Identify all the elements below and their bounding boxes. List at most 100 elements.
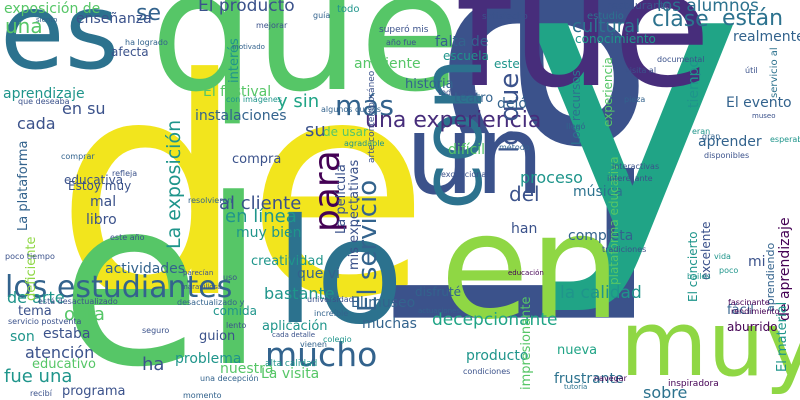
- word-al-cliente: al cliente: [219, 193, 302, 214]
- word-los-estudiantes: los estudiantes: [5, 270, 233, 305]
- word-cada-detalle: cada detalle: [272, 331, 316, 339]
- word-superó-mis: superó mis: [379, 25, 429, 35]
- word-ha: ha: [142, 354, 165, 375]
- word-lento: lento: [226, 321, 247, 330]
- word-producto: producto: [466, 348, 529, 364]
- word-fue-una: fue una: [4, 366, 73, 387]
- word-actuaciones: actuaciones: [418, 307, 461, 315]
- word-más: más: [335, 89, 395, 122]
- word-una-experiencia: una experiencia: [365, 108, 542, 133]
- word-la-plataforma: La plataforma: [16, 140, 31, 231]
- word-alta-calidad: alta calidad: [265, 359, 318, 369]
- word-guion: guion: [199, 329, 236, 344]
- word-libro: libro: [86, 212, 117, 228]
- word-servicio-al: servicio al: [769, 47, 780, 98]
- word-el-festival: El festival: [203, 84, 272, 100]
- word-gran: gran: [702, 132, 721, 141]
- word-la-calidad: la calidad: [560, 283, 642, 303]
- word-universidad: universidad: [307, 295, 354, 304]
- word-exposición-de: exposición de: [4, 1, 101, 17]
- word-disponibles: disponibles: [704, 151, 750, 160]
- word-estaba: estaba: [43, 326, 91, 342]
- word-increíble: increíble: [314, 309, 349, 318]
- word-resolvieron: resolvieron: [188, 196, 233, 205]
- word-cada: cada: [17, 114, 56, 133]
- word-momento: momento: [183, 391, 222, 400]
- word-que-vi: que vi: [297, 266, 340, 282]
- word-programa: programa: [62, 384, 126, 399]
- word-interesante: interesante: [607, 174, 653, 183]
- word-conocimiento: conocimiento: [575, 32, 656, 46]
- word-útil: útil: [745, 66, 758, 75]
- word-aprender: aprender: [698, 134, 762, 150]
- word-mis-expectativas: mis expectativas: [347, 159, 362, 270]
- word-tradiciones: tradiciones: [602, 245, 647, 254]
- word-mucho: mucho: [265, 335, 378, 374]
- word-estoy-muy: Estoy muy: [68, 179, 132, 193]
- word-eran: eran: [692, 127, 711, 136]
- word-año-fue: año fue: [386, 38, 417, 47]
- word-aburrido: aburrido: [727, 320, 778, 334]
- word-fascinante: fascinante: [728, 298, 770, 307]
- word-disfruté: disfruté: [415, 285, 462, 299]
- word-método: método: [499, 143, 530, 152]
- word-la-visita: La visita: [261, 366, 320, 382]
- word-creatividad: creatividad: [251, 254, 324, 269]
- word-visita-al: visita al: [625, 66, 657, 75]
- word-atención: atención: [25, 343, 95, 362]
- word-educativo: educativo: [32, 357, 96, 372]
- word-bastante: bastante: [264, 284, 335, 303]
- word-obra: obra: [64, 304, 105, 325]
- word-son: son: [10, 329, 35, 345]
- word-motivado: motivado: [232, 43, 265, 51]
- word-mi: mi: [748, 254, 766, 270]
- word-refleja: refleja: [112, 169, 138, 178]
- word-una: una: [5, 14, 43, 38]
- word-difícil: difícil: [448, 142, 486, 158]
- word-el-producto: El producto: [198, 0, 295, 16]
- word-uso: uso: [223, 273, 238, 282]
- word-pieza: pieza: [624, 95, 646, 104]
- word-arte-contemporáneo: arte contemporáneo: [367, 70, 377, 163]
- word-lo-que: lo que: [495, 72, 525, 153]
- word-en-su: en su: [62, 99, 106, 118]
- word-agradable: agradable: [344, 139, 385, 148]
- word-su: su: [305, 120, 326, 141]
- word-los-alumnos: los alumnos: [657, 0, 759, 16]
- word-del: del: [509, 182, 540, 206]
- word-en-línea: en línea: [225, 206, 297, 227]
- word-instalaciones: instalaciones: [195, 108, 287, 124]
- word-desactualizado-y: desactualizado y: [177, 298, 245, 307]
- word-que-deseaba: que deseaba: [18, 97, 70, 106]
- word-colegio: colegio: [323, 335, 352, 344]
- word-experiencia: experiencia: [601, 57, 615, 127]
- word-todas-mis: todas mis: [438, 88, 477, 97]
- word-tutoría: tutoría: [564, 383, 588, 391]
- word-escuela: escuela: [443, 49, 489, 63]
- word-de-usar: de usar: [323, 125, 368, 139]
- word-teatro: teatro: [454, 91, 494, 106]
- word-siento: siento: [36, 16, 58, 24]
- word-mejorar: mejorar: [256, 21, 288, 30]
- word-fácil: fácil: [727, 303, 754, 318]
- word-con-imágenes: con imágenes: [226, 95, 282, 104]
- word-enseñanza: enseñanza: [76, 11, 152, 27]
- word-comprar: comprar: [61, 152, 95, 161]
- word-los-recursos: Los recursos: [569, 70, 583, 145]
- word-es: es: [0, 0, 120, 93]
- word-deficiente: deficiente: [24, 236, 39, 301]
- word-esperaba: esperaba: [770, 135, 800, 144]
- word-documental: documental: [657, 55, 705, 64]
- word-problema: problema: [175, 351, 242, 367]
- word-nueva: nueva: [557, 343, 598, 358]
- word-poco-tiempo: poco tiempo: [5, 252, 55, 261]
- word-comida: comida: [213, 304, 257, 318]
- word-interactivas: interactivas: [612, 162, 660, 171]
- word-seguro: seguro: [142, 326, 170, 335]
- word-dejó: dejó: [497, 96, 527, 112]
- word-todo: todo: [337, 4, 360, 15]
- word-fue: fue: [455, 0, 712, 123]
- word-actividades: actividades: [105, 261, 186, 277]
- word-llegó: llegó: [566, 122, 586, 131]
